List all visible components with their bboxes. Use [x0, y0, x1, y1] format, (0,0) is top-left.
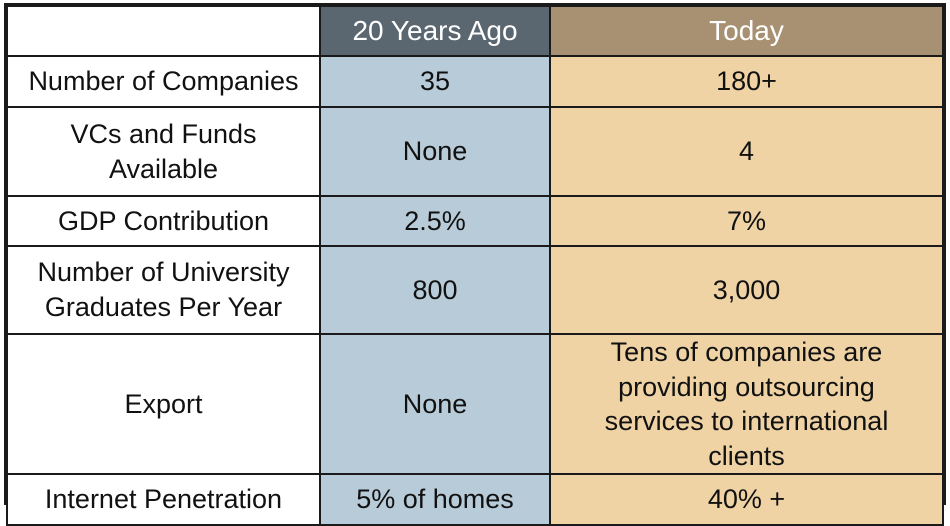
table-row: GDP Contribution 2.5% 7%: [6, 195, 944, 247]
today-value: 4: [549, 106, 944, 197]
row-label: GDP Contribution: [6, 195, 321, 247]
table-row: VCs and Funds Available None 4: [6, 106, 944, 197]
header-20-years-ago: 20 Years Ago: [319, 5, 551, 57]
past-value: 5% of homes: [319, 473, 551, 526]
past-value: None: [319, 106, 551, 197]
comparison-table-grid: 20 Years Ago Today Number of Companies 3…: [6, 5, 944, 526]
row-label: VCs and Funds Available: [6, 106, 321, 197]
today-value: 7%: [549, 195, 944, 247]
header-row: 20 Years Ago Today: [6, 5, 944, 57]
today-value: 3,000: [549, 245, 944, 335]
past-value: 800: [319, 245, 551, 335]
past-value: 2.5%: [319, 195, 551, 247]
table-row: Export None Tens of companies are provid…: [6, 332, 944, 476]
today-value: Tens of companies are providing outsourc…: [549, 332, 944, 476]
table-row: Number of Companies 35 180+: [6, 55, 944, 108]
row-label: Internet Penetration: [6, 473, 321, 526]
comparison-table: 20 Years Ago Today Number of Companies 3…: [4, 3, 946, 526]
past-value: None: [319, 332, 551, 476]
row-label: Export: [6, 332, 321, 476]
header-blank-cell: [6, 5, 321, 57]
today-value: 180+: [549, 55, 944, 108]
table-row: Number of University Graduates Per Year …: [6, 245, 944, 335]
row-label: Number of University Graduates Per Year: [6, 245, 321, 335]
today-value: 40% +: [549, 473, 944, 526]
table-row: Internet Penetration 5% of homes 40% +: [6, 473, 944, 526]
header-today: Today: [549, 5, 944, 57]
past-value: 35: [319, 55, 551, 108]
row-label: Number of Companies: [6, 55, 321, 108]
